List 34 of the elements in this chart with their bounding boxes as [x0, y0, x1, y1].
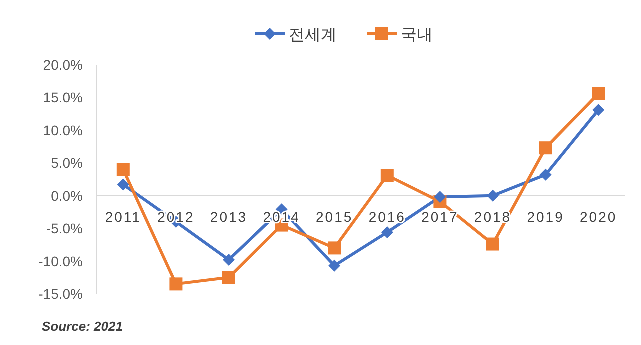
- point: [116, 163, 130, 176]
- point: [223, 254, 235, 266]
- legend-label: 전세계: [289, 27, 337, 44]
- y-tick-label: 0.0%: [51, 188, 83, 204]
- x-tick-label: 2013: [210, 208, 248, 225]
- point: [381, 226, 394, 238]
- point: [328, 260, 341, 272]
- y-tick-label: -10.0%: [38, 253, 83, 270]
- x-tick-label: 2016: [368, 208, 406, 225]
- x-tick-label: 2020: [580, 208, 618, 225]
- point: [487, 190, 499, 202]
- x-tick-label: 2019: [527, 208, 564, 225]
- point: [380, 169, 394, 182]
- y-tick-label: 20.0%: [43, 57, 83, 73]
- y-tick-label: 15.0%: [43, 90, 83, 106]
- x-tick-label: 2017: [422, 208, 459, 225]
- point: [170, 278, 183, 291]
- point: [486, 238, 500, 251]
- point: [222, 271, 236, 284]
- y-tick-label: 10.0%: [43, 122, 83, 138]
- point: [328, 242, 342, 255]
- point: [117, 178, 130, 191]
- point: [592, 104, 605, 116]
- x-tick-label: 2015: [316, 208, 354, 225]
- point: [434, 191, 446, 204]
- source-note: Source: 2021: [42, 319, 123, 334]
- point: [592, 87, 606, 100]
- legend-label: 국내: [401, 27, 433, 44]
- y-tick-label: 5.0%: [51, 155, 83, 172]
- y-tick-label: -15.0%: [38, 286, 83, 302]
- point: [539, 142, 552, 155]
- y-tick-label: -5.0%: [46, 220, 83, 237]
- x-tick-label: 2011: [105, 208, 142, 225]
- point: [540, 168, 552, 181]
